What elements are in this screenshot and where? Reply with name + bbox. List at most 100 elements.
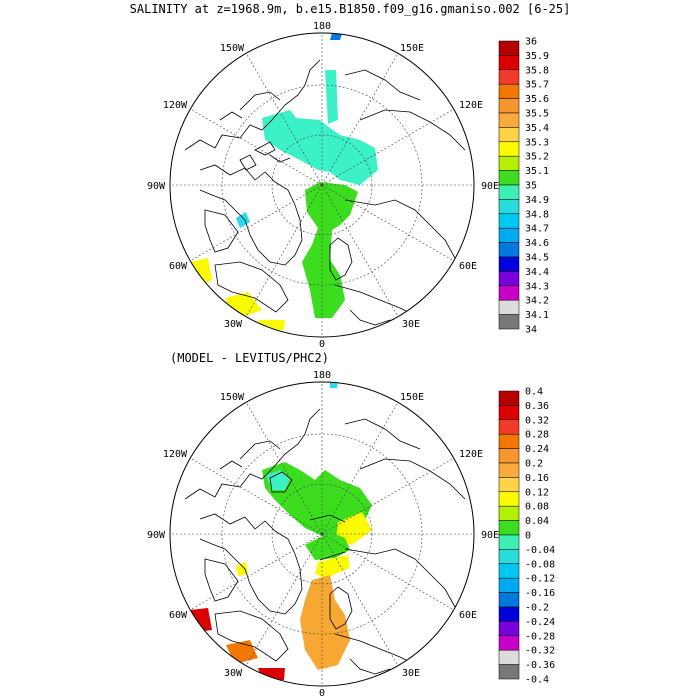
bottom-colorbar-color-box — [498, 534, 520, 550]
top-colorbar-color-box — [498, 285, 520, 301]
top-colorbar-color-box — [498, 271, 520, 287]
top-colorbar-color-box — [498, 242, 520, 258]
top-lon-label-90w: 90W — [147, 181, 166, 192]
bottom-colorbar-tick-label: 0.16 — [525, 473, 549, 484]
top-colorbar-tick-label: 35 — [525, 181, 537, 192]
bottom-colorbar-tick-label: 0.2 — [525, 459, 543, 470]
bottom-colorbar-color-box — [498, 577, 520, 593]
top-colorbar-tick-label: 34.6 — [525, 238, 549, 249]
top-colorbar-tick-label: 34.2 — [525, 296, 549, 307]
bottom-lon-label-30w: 30W — [224, 668, 243, 679]
bottom-colorbar-tick-label: 0.32 — [525, 415, 549, 426]
bottom-colorbar-tick-label: 0.24 — [525, 444, 549, 455]
bottom-lon-label-60w: 60W — [169, 610, 188, 621]
top-salinity-region-yellow-1 — [190, 258, 212, 286]
top-colorbar-color-box — [498, 55, 520, 71]
top-lon-label-90e: 90E — [481, 181, 499, 192]
bottom-coastlines — [184, 408, 466, 675]
bottom-colorbar-color-box — [498, 649, 520, 665]
bottom-colorbar-tick-label: 0 — [525, 531, 531, 542]
top-colorbar-color-box — [498, 184, 520, 200]
top-colorbar: 36 35.9 35.8 35.7 35.6 35.5 35.4 35.3 35.2 35.1 35… — [498, 37, 549, 336]
top-colorbar-tick-label: 35.9 — [525, 51, 549, 62]
top-colorbar-tick-label: 34.7 — [525, 224, 549, 235]
bottom-colorbar-tick-label: 0.36 — [525, 401, 549, 412]
top-colorbar-color-box — [498, 155, 520, 171]
bot-diff-region-yellow-small — [236, 562, 248, 576]
top-colorbar-tick-label: 34.9 — [525, 195, 549, 206]
bottom-colorbar-tick-label: 0.08 — [525, 502, 549, 513]
bottom-colorbar-tick-label: -0.2 — [525, 603, 549, 614]
bottom-colorbar-color-box — [498, 592, 520, 608]
top-colorbar-tick-label: 34.8 — [525, 209, 549, 220]
top-colorbar-color-box — [498, 69, 520, 85]
top-graticule — [170, 33, 474, 337]
bottom-colorbar-color-box — [498, 433, 520, 449]
bottom-colorbar-tick-label: 0.4 — [525, 387, 543, 398]
top-colorbar-color-box — [498, 98, 520, 114]
top-lon-label-0: 0 — [319, 339, 325, 350]
bottom-graticule — [170, 382, 474, 686]
top-colorbar-tick-label: 35.2 — [525, 152, 549, 163]
bottom-lon-label-150w: 150W — [220, 392, 245, 403]
top-salinity-region-cyan — [262, 110, 378, 185]
bottom-polar-map: 180 150E 120E 90E 60E 30E 0 30W 60W 90W … — [147, 370, 499, 699]
top-colorbar-tick-label: 34.3 — [525, 281, 549, 292]
top-colorbar-tick-label: 35.3 — [525, 137, 549, 148]
bottom-lon-label-90w: 90W — [147, 530, 166, 541]
bottom-colorbar-color-box — [498, 419, 520, 435]
bottom-colorbar-tick-label: -0.12 — [525, 574, 555, 585]
bottom-colorbar-color-box — [498, 520, 520, 536]
top-colorbar-color-box — [498, 141, 520, 157]
top-lon-label-30e: 30E — [402, 319, 420, 330]
top-colorbar-color-box — [498, 112, 520, 128]
top-lon-label-30w: 30W — [224, 319, 243, 330]
top-colorbar-tick-label: 34.1 — [525, 310, 549, 321]
bot-diff-region-cyan-top — [330, 382, 338, 388]
bottom-colorbar-tick-label: -0.08 — [525, 559, 555, 570]
top-colorbar-tick-label: 36 — [525, 37, 537, 48]
bot-diff-region-yellow-mid — [336, 512, 372, 545]
bot-diff-region-orange — [300, 575, 350, 670]
top-colorbar-color-box — [498, 83, 520, 99]
plot-title: SALINITY at z=1968.9m, b.e15.B1850.f09_g… — [129, 2, 571, 16]
top-colorbar-tick-label: 35.1 — [525, 166, 549, 177]
top-colorbar-color-box — [498, 314, 520, 330]
bottom-lon-label-30e: 30E — [402, 668, 420, 679]
top-colorbar-tick-label: 34.5 — [525, 253, 549, 264]
bottom-colorbar-color-box — [498, 405, 520, 421]
top-colorbar-color-box — [498, 40, 520, 56]
bottom-colorbar-tick-label: -0.4 — [525, 675, 549, 686]
top-lon-label-60e: 60E — [459, 261, 477, 272]
bottom-colorbar-color-box — [498, 505, 520, 521]
bottom-colorbar-color-box — [498, 606, 520, 622]
bot-diff-region-green-mid — [305, 532, 350, 560]
bottom-colorbar-color-box — [498, 549, 520, 565]
bottom-lon-label-90e: 90E — [481, 530, 499, 541]
top-map-border — [169, 32, 475, 338]
top-colorbar-tick-label: 35.8 — [525, 65, 549, 76]
bottom-lon-label-60e: 60E — [459, 610, 477, 621]
bottom-lon-label-0: 0 — [319, 688, 325, 699]
bottom-colorbar-tick-label: -0.36 — [525, 660, 555, 671]
top-salinity-region-cyan-small — [236, 212, 250, 228]
bottom-colorbar-color-box — [498, 477, 520, 493]
bottom-colorbar-tick-label: -0.16 — [525, 588, 555, 599]
bottom-colorbar-color-box — [498, 390, 520, 406]
top-colorbar-tick-label: 35.5 — [525, 109, 549, 120]
top-polar-map: 180 150E 120E 90E 60E 30E 0 30W 60W 90W … — [147, 21, 499, 350]
bot-diff-region-red-1 — [190, 608, 212, 632]
plot-subtitle: (MODEL - LEVITUS/PHC2) — [170, 351, 329, 365]
top-colorbar-tick-label: 34.4 — [525, 267, 549, 278]
top-salinity-region-cyan2 — [325, 70, 338, 124]
bottom-colorbar-color-box — [498, 621, 520, 637]
top-lon-label-120e: 120E — [459, 100, 483, 111]
bottom-colorbar-tick-label: -0.24 — [525, 617, 555, 628]
bottom-colorbar-tick-label: -0.04 — [525, 545, 555, 556]
bottom-colorbar-color-box — [498, 664, 520, 680]
top-colorbar-tick-label: 34 — [525, 325, 537, 336]
bottom-colorbar-tick-label: 0.12 — [525, 487, 549, 498]
top-salinity-region-blue — [330, 33, 342, 40]
top-lon-label-150w: 150W — [220, 43, 245, 54]
